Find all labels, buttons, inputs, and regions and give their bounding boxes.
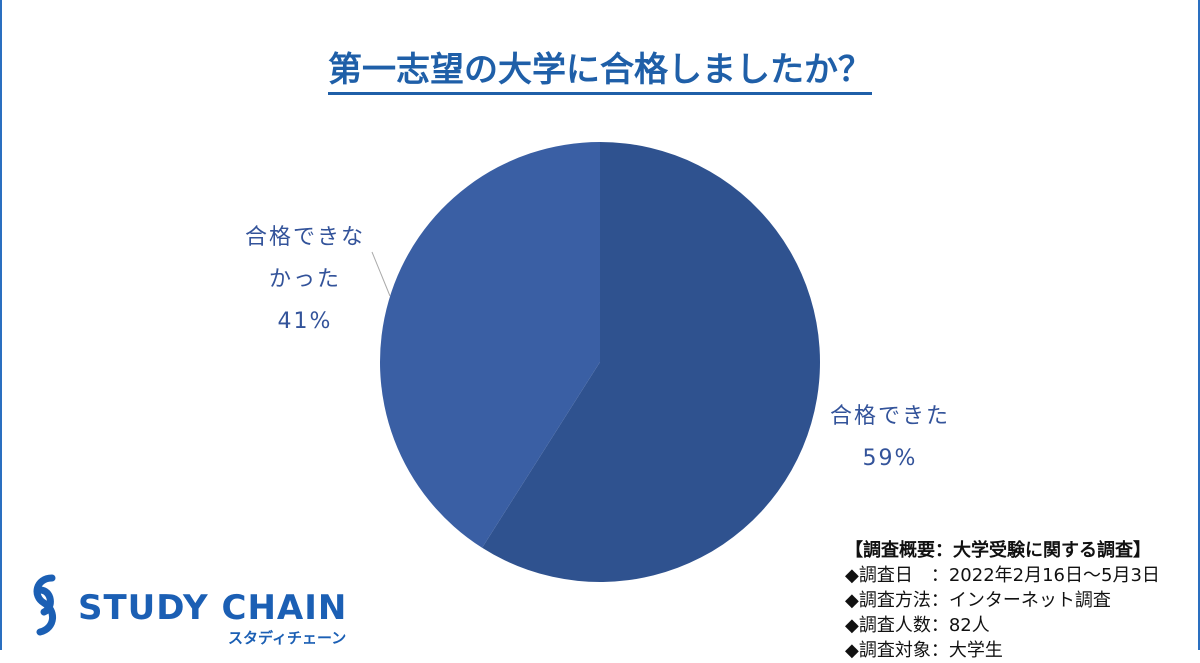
value-label: 59%: [862, 446, 918, 471]
chart-title: 第一志望の大学に合格しましたか？: [328, 50, 872, 95]
category-label: 合格できた: [829, 404, 950, 429]
logo-curve: [33, 574, 56, 636]
pie-slice: [379, 141, 600, 548]
pie-slice: [482, 142, 820, 582]
logo-kana: スタディチェーン: [228, 629, 347, 647]
logo-icon: [33, 574, 56, 636]
category-label: 合格できなかった: [244, 225, 365, 292]
logo-curve: [36, 586, 54, 616]
annotation: 【調査概要：大学受験に関する調査】: [845, 540, 1151, 561]
chart-title-box: 第一志望の大学に合格しましたか？: [0, 42, 1200, 95]
value-label: 41%: [277, 309, 333, 334]
survey-notes: 【調査概要：大学受験に関する調査】 ◆調査日 ：2022年2月16日～5月3日 ◆調…: [845, 538, 1160, 663]
annotation: ◆調査対象：大学生: [845, 640, 1003, 661]
slice-label: 合格できた 59%: [820, 396, 960, 480]
annotation: ◆調査人数：82人: [845, 615, 990, 636]
annotation: ◆調査日 ：2022年2月16日～5月3日: [845, 565, 1160, 586]
annotation: ◆調査方法：インターネット調査: [845, 590, 1111, 611]
slice-label: 合格できなかった 41%: [240, 217, 370, 343]
logo-name: STUDY CHAIN: [78, 588, 348, 628]
leader-line: [371, 251, 391, 297]
